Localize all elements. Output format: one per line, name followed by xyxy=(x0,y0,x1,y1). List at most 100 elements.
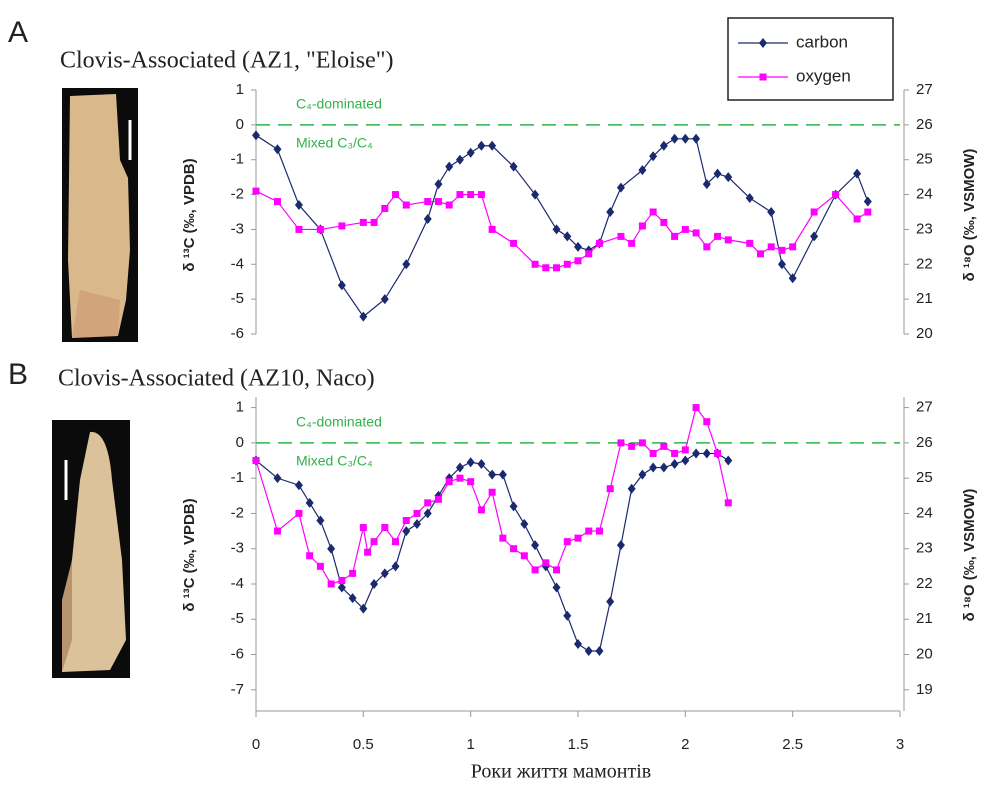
marker xyxy=(498,469,507,480)
marker xyxy=(542,264,550,272)
marker xyxy=(574,257,582,265)
marker xyxy=(638,165,647,176)
marker xyxy=(434,495,442,503)
marker xyxy=(423,213,432,224)
marker xyxy=(638,222,646,230)
y2-tick-label: 24 xyxy=(916,186,933,203)
marker xyxy=(777,259,786,270)
y2-tick-label: 20 xyxy=(916,646,933,663)
marker xyxy=(499,534,507,542)
x-tick-label: 1 xyxy=(466,736,474,753)
marker xyxy=(316,562,324,570)
y2-tick-label: 23 xyxy=(916,220,933,237)
marker xyxy=(670,459,679,470)
marker xyxy=(455,462,464,473)
marker xyxy=(531,260,539,268)
y2-tick-label: 23 xyxy=(916,540,933,557)
marker xyxy=(252,187,260,195)
marker xyxy=(692,133,701,144)
y-tick-label: 1 xyxy=(236,399,244,416)
marker xyxy=(574,534,582,542)
y2-tick-label: 25 xyxy=(916,151,933,168)
marker xyxy=(724,455,733,466)
x-tick-label: 0.5 xyxy=(353,736,374,753)
marker xyxy=(628,442,636,450)
marker xyxy=(649,462,658,473)
marker xyxy=(702,448,711,459)
y2-tick-label: 27 xyxy=(916,81,933,98)
marker xyxy=(295,225,303,233)
marker xyxy=(767,207,776,217)
marker xyxy=(402,526,411,537)
marker xyxy=(702,179,711,190)
marker xyxy=(810,231,819,242)
marker xyxy=(488,140,497,151)
x-tick-label: 2 xyxy=(681,736,689,753)
marker xyxy=(477,459,486,470)
marker xyxy=(520,519,529,530)
marker xyxy=(252,457,260,465)
marker xyxy=(638,469,647,480)
marker xyxy=(563,260,571,268)
marker xyxy=(660,218,668,226)
y-tick-label: 0 xyxy=(236,116,244,133)
y-tick-label: 0 xyxy=(236,434,244,451)
marker xyxy=(616,540,625,551)
marker xyxy=(294,480,303,491)
marker xyxy=(252,130,260,141)
marker xyxy=(370,538,378,546)
marker xyxy=(585,527,593,535)
y-tick-label: -7 xyxy=(231,681,244,698)
y2-tick-label: 24 xyxy=(916,504,933,521)
marker xyxy=(714,232,722,240)
y-tick-label: -3 xyxy=(231,540,244,557)
x-tick-label: 0 xyxy=(252,736,260,753)
marker xyxy=(681,446,689,454)
marker xyxy=(434,198,442,206)
marker xyxy=(627,483,636,494)
marker xyxy=(348,593,357,604)
marker xyxy=(584,646,593,657)
marker xyxy=(380,568,389,579)
y2-axis-label: δ ¹⁸O (‰, VSMOW) xyxy=(961,489,978,622)
marker xyxy=(327,580,335,588)
marker xyxy=(713,168,722,179)
y2-tick-label: 22 xyxy=(916,575,933,592)
annotation: C₄-dominated xyxy=(296,96,382,112)
x-tick-label: 3 xyxy=(896,736,904,753)
marker xyxy=(434,179,443,190)
marker xyxy=(649,151,658,162)
marker xyxy=(381,524,389,532)
marker xyxy=(789,243,797,251)
marker xyxy=(488,488,496,496)
marker xyxy=(810,208,818,216)
marker xyxy=(542,559,550,567)
chart-title: Clovis-Associated (AZ10, Naco) xyxy=(58,366,375,392)
marker xyxy=(477,506,485,514)
marker xyxy=(703,418,711,426)
marker xyxy=(671,232,679,240)
y2-tick-label: 26 xyxy=(916,434,933,451)
marker xyxy=(692,448,701,459)
legend-label: carbon xyxy=(796,32,848,51)
marker xyxy=(338,222,346,230)
marker xyxy=(370,578,379,589)
annotation: Mixed C₃/C₄ xyxy=(296,453,373,469)
marker xyxy=(359,603,368,614)
marker xyxy=(703,243,711,251)
annotation: Mixed C₃/C₄ xyxy=(296,135,373,151)
marker xyxy=(273,527,281,535)
marker xyxy=(364,548,372,556)
y-tick-label: 1 xyxy=(236,81,244,98)
marker xyxy=(649,449,657,457)
marker xyxy=(606,207,615,217)
marker xyxy=(681,133,690,144)
legend-marker xyxy=(759,73,767,81)
marker xyxy=(338,576,346,584)
marker xyxy=(746,239,754,247)
marker xyxy=(638,439,646,447)
x-tick-label: 1.5 xyxy=(568,736,589,753)
marker xyxy=(402,259,411,270)
marker xyxy=(595,527,603,535)
marker xyxy=(413,509,421,517)
